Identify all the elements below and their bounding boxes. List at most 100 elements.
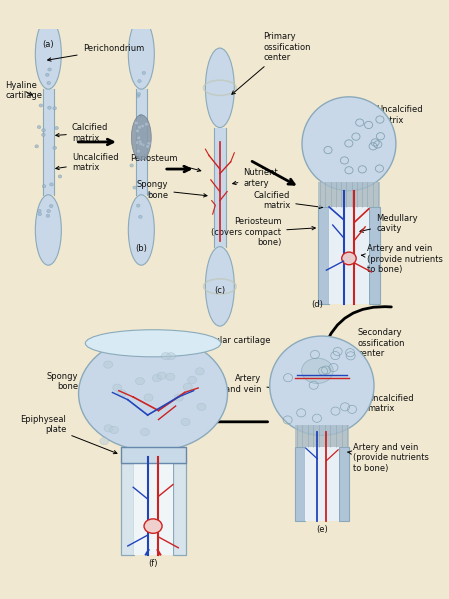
Text: Artery
and vein: Artery and vein — [225, 374, 286, 394]
Ellipse shape — [79, 336, 228, 451]
Ellipse shape — [145, 144, 150, 148]
Ellipse shape — [137, 92, 141, 96]
Ellipse shape — [139, 215, 142, 219]
Ellipse shape — [100, 437, 109, 445]
Ellipse shape — [39, 104, 43, 107]
Ellipse shape — [137, 125, 141, 129]
Text: Periosteum
(covers compact
bone): Periosteum (covers compact bone) — [211, 217, 315, 247]
Ellipse shape — [47, 210, 50, 213]
Ellipse shape — [53, 146, 57, 149]
Ellipse shape — [48, 68, 51, 71]
Ellipse shape — [141, 428, 150, 435]
Bar — [329, 207, 369, 304]
Ellipse shape — [132, 115, 151, 160]
Text: Hyaline
cartilage: Hyaline cartilage — [5, 81, 42, 100]
Ellipse shape — [35, 195, 62, 265]
Ellipse shape — [117, 390, 127, 397]
Ellipse shape — [181, 418, 190, 425]
Ellipse shape — [42, 184, 46, 188]
Ellipse shape — [58, 175, 62, 178]
Ellipse shape — [37, 126, 41, 129]
Ellipse shape — [130, 164, 133, 167]
Text: (a): (a) — [43, 40, 54, 49]
Bar — [172, 463, 185, 555]
Ellipse shape — [342, 252, 356, 265]
Ellipse shape — [38, 209, 41, 213]
Ellipse shape — [136, 94, 140, 98]
Text: Periosteum: Periosteum — [130, 154, 201, 171]
Polygon shape — [136, 89, 147, 195]
Ellipse shape — [136, 377, 145, 385]
Ellipse shape — [113, 384, 122, 391]
Ellipse shape — [174, 394, 183, 401]
Bar — [295, 425, 349, 447]
Ellipse shape — [136, 141, 140, 144]
Ellipse shape — [104, 361, 113, 368]
Ellipse shape — [136, 204, 140, 207]
Ellipse shape — [47, 81, 51, 84]
Text: (f): (f) — [148, 559, 158, 568]
Ellipse shape — [133, 186, 136, 189]
Ellipse shape — [142, 71, 145, 74]
Text: Uncalcified
matrix: Uncalcified matrix — [364, 394, 414, 413]
Ellipse shape — [139, 114, 143, 117]
Ellipse shape — [45, 73, 49, 77]
Text: Perichondrium: Perichondrium — [48, 44, 144, 61]
Text: Uncalcified
matrix: Uncalcified matrix — [56, 153, 119, 173]
Ellipse shape — [35, 145, 39, 148]
Ellipse shape — [38, 213, 42, 216]
Ellipse shape — [195, 368, 204, 375]
Ellipse shape — [128, 19, 154, 89]
Text: Articular cartilage: Articular cartilage — [181, 336, 271, 346]
Polygon shape — [214, 128, 226, 247]
Text: Artery and vein
(provide nutrients
to bone): Artery and vein (provide nutrients to bo… — [348, 443, 429, 473]
Ellipse shape — [148, 192, 151, 195]
Text: Spongy
bone: Spongy bone — [47, 371, 117, 397]
Ellipse shape — [42, 133, 45, 137]
Text: Spongy
bone: Spongy bone — [137, 180, 207, 199]
Ellipse shape — [302, 358, 333, 383]
Ellipse shape — [46, 214, 50, 217]
Text: Medullary
cavity: Medullary cavity — [360, 213, 418, 233]
Ellipse shape — [188, 376, 197, 383]
Text: Nutrient
artery: Nutrient artery — [233, 168, 278, 187]
Text: Uncalcified
matrix: Uncalcified matrix — [366, 105, 423, 128]
Bar — [120, 463, 133, 555]
Ellipse shape — [206, 247, 234, 326]
Ellipse shape — [144, 519, 162, 533]
Ellipse shape — [141, 143, 145, 147]
Text: Artery and vein
(provide nutrients
to bone): Artery and vein (provide nutrients to bo… — [361, 244, 443, 274]
Text: Epiphyseal
plate: Epiphyseal plate — [21, 415, 117, 453]
Ellipse shape — [85, 329, 221, 357]
Text: (b): (b) — [136, 244, 147, 253]
Text: Calcified
matrix: Calcified matrix — [56, 123, 108, 143]
Ellipse shape — [104, 425, 113, 432]
Ellipse shape — [49, 204, 53, 208]
Bar — [318, 207, 329, 304]
Bar — [133, 463, 172, 555]
Ellipse shape — [197, 403, 206, 410]
Ellipse shape — [53, 107, 57, 110]
Ellipse shape — [139, 142, 143, 146]
Ellipse shape — [128, 195, 154, 265]
Ellipse shape — [152, 374, 161, 382]
Ellipse shape — [50, 183, 53, 186]
Ellipse shape — [138, 140, 142, 144]
Ellipse shape — [138, 80, 141, 83]
Ellipse shape — [42, 129, 45, 132]
Ellipse shape — [136, 149, 141, 153]
Text: (c): (c) — [214, 286, 225, 295]
Ellipse shape — [35, 19, 62, 89]
Ellipse shape — [206, 48, 234, 128]
Text: (e): (e) — [316, 525, 328, 534]
Ellipse shape — [137, 136, 141, 140]
Text: (d): (d) — [312, 300, 323, 309]
Ellipse shape — [302, 97, 396, 190]
Ellipse shape — [140, 124, 145, 128]
Ellipse shape — [55, 126, 58, 129]
Ellipse shape — [183, 383, 192, 391]
Ellipse shape — [144, 394, 153, 401]
Ellipse shape — [161, 352, 170, 360]
Ellipse shape — [166, 373, 175, 380]
Bar — [295, 447, 305, 521]
